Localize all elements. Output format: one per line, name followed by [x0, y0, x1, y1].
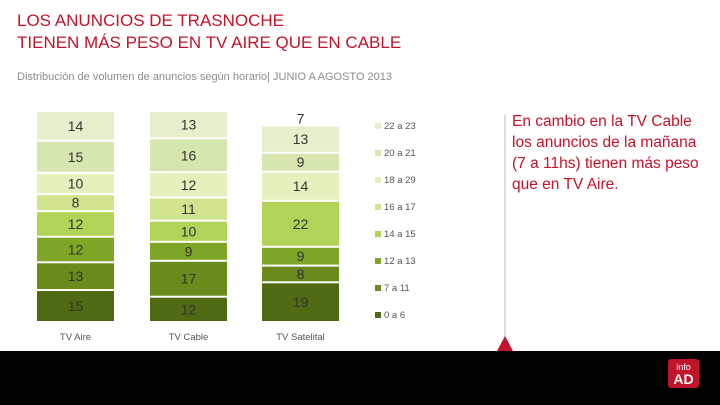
bar-segment: [37, 173, 114, 194]
bar-segment: [37, 237, 114, 262]
bar-value-label: 9: [297, 154, 305, 170]
bar-segment: [37, 263, 114, 289]
bar-value-label: 11: [181, 201, 196, 217]
bar-value-label: 15: [68, 149, 84, 165]
bar-segment: [150, 221, 227, 241]
bar-segment: [150, 242, 227, 260]
callout-text: En cambio en la TV Cable los anuncios de…: [512, 113, 699, 193]
bar-segment: [262, 172, 339, 200]
legend-label: 20 a 21: [384, 148, 416, 159]
bar-segment: [262, 112, 339, 125]
legend-swatch: [375, 258, 381, 264]
legend-label: 7 a 11: [384, 283, 410, 294]
bar-segment: [262, 153, 339, 171]
logo-top-text: info: [676, 362, 691, 372]
bar-value-label: 9: [297, 248, 305, 264]
category-label: TV Satelital: [276, 332, 325, 343]
bar-segment: [150, 198, 227, 220]
bar-segment: [150, 139, 227, 172]
bar-segment: [262, 126, 339, 152]
chart-legend: 22 a 23 20 a 21 18 a 29 16 a 17 14 a 15 12 a …: [375, 121, 416, 321]
legend-swatch: [375, 177, 381, 183]
bar-value-label: 9: [185, 243, 193, 259]
footer-bar: [0, 351, 720, 405]
bar-segment: [150, 112, 227, 138]
bar-value-label: 14: [293, 178, 309, 194]
bar-value-label: 8: [297, 266, 305, 282]
legend-swatch: [375, 312, 381, 318]
legend-swatch: [375, 231, 381, 237]
legend-label: 18 a 29: [384, 175, 416, 186]
bar-value-label: 8: [72, 195, 80, 211]
bar-segment: [262, 201, 339, 246]
legend-label: 16 a 17: [384, 202, 416, 213]
bar-value-label: 13: [293, 131, 309, 147]
legend-swatch: [375, 123, 381, 129]
bar-segment: [37, 291, 114, 321]
bar-value-label: 7: [297, 110, 305, 126]
legend-label: 0 a 6: [384, 310, 405, 321]
chart-category-labels: TV Aire TV Cable TV Satelital: [60, 332, 325, 343]
legend-swatch: [375, 204, 381, 210]
legend-label: 22 a 23: [384, 121, 416, 132]
bar-value-label: 12: [68, 242, 84, 258]
category-label: TV Aire: [60, 332, 91, 343]
bar-value-label: 12: [181, 177, 197, 193]
bar-value-label: 12: [68, 216, 84, 232]
bar-segment: [37, 112, 114, 140]
bar-segment: [37, 195, 114, 211]
bar-segment: [37, 212, 114, 236]
legend-swatch: [375, 285, 381, 291]
bar-value-label: 17: [181, 271, 197, 287]
logo-bottom-text: AD: [673, 371, 694, 387]
bar-value-label: 12: [181, 301, 197, 317]
legend-swatch: [375, 150, 381, 156]
bar-value-label: 14: [68, 118, 84, 134]
bar-value-label: 10: [68, 176, 84, 192]
bar-value-label: 22: [293, 216, 309, 232]
chart-bars: 15 13 12 12 8 10 15 14 12 17 9 10 11 12 16 13 19 8 9 22 14 9 1…: [37, 110, 339, 321]
bar-value-label: 13: [68, 268, 84, 284]
bar-segment: [150, 297, 227, 321]
page-title: LOS ANUNCIOS DE TRASNOCHE TIENEN MÁS PES…: [17, 11, 402, 52]
category-label: TV Cable: [169, 332, 209, 343]
bar-value-label: 13: [181, 117, 197, 133]
chart-subtitle: Distribución de volumen de anuncios segú…: [17, 71, 393, 83]
bar-segment: [150, 173, 227, 197]
bar-segment: [262, 247, 339, 265]
marker-arrow-icon: [497, 336, 513, 351]
bar-value-label: 19: [293, 294, 309, 310]
bar-segment: [262, 283, 339, 321]
infoad-logo: info AD: [668, 359, 699, 388]
legend-label: 14 a 15: [384, 229, 416, 240]
bar-segment: [37, 141, 114, 172]
bar-value-label: 15: [68, 298, 84, 314]
bar-value-label: 16: [181, 147, 197, 163]
legend-label: 12 a 13: [384, 256, 416, 267]
bar-segment: [150, 261, 227, 296]
bar-value-label: 10: [181, 223, 197, 239]
bar-segment: [262, 266, 339, 282]
